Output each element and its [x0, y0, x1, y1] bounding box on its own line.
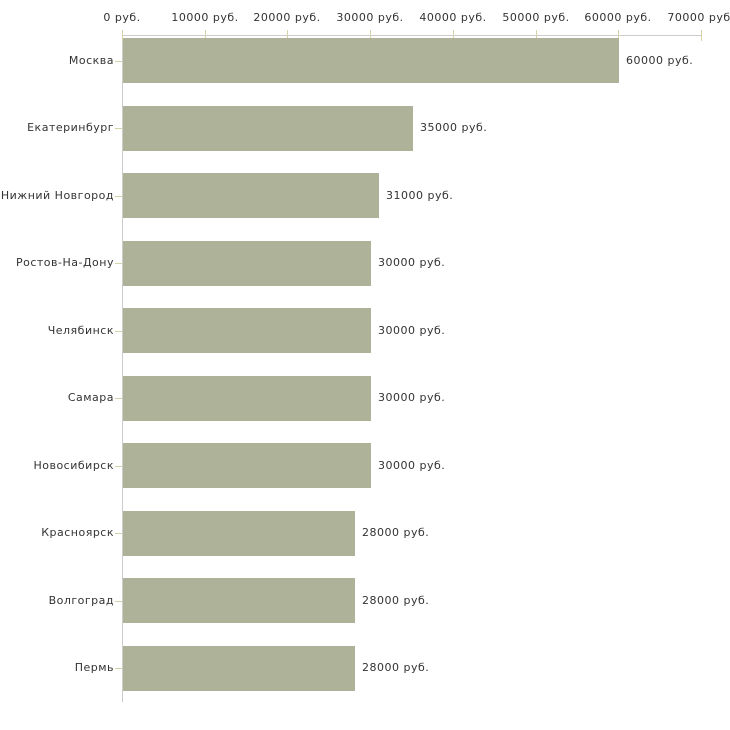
bar: [123, 646, 355, 691]
x-tick-mark: [122, 30, 123, 41]
y-tick-mark: [115, 331, 122, 332]
x-axis-tick-label: 70000 руб.: [667, 11, 730, 24]
category-label: Пермь: [74, 661, 114, 674]
category-label: Волгоград: [48, 594, 114, 607]
bar: [123, 443, 371, 488]
x-tick-mark: [205, 30, 206, 41]
category-label: Самара: [67, 391, 114, 404]
category-label: Ростов-На-Дону: [15, 256, 114, 269]
category-label: Екатеринбург: [27, 121, 114, 134]
value-label: 35000 руб.: [420, 121, 488, 134]
x-axis-tick-label: 10000 руб.: [171, 11, 239, 24]
value-label: 28000 руб.: [362, 661, 430, 674]
bar: [123, 241, 371, 286]
y-tick-mark: [115, 398, 122, 399]
x-axis-tick-label: 30000 руб.: [336, 11, 404, 24]
y-tick-mark: [115, 61, 122, 62]
category-label: Нижний Новгород: [0, 189, 114, 202]
x-tick-mark: [453, 30, 454, 41]
value-label: 28000 руб.: [362, 594, 430, 607]
y-tick-mark: [115, 601, 122, 602]
bar: [123, 173, 379, 218]
x-axis-tick-label: 40000 руб.: [419, 11, 487, 24]
x-tick-mark: [618, 30, 619, 41]
category-label: Челябинск: [47, 324, 114, 337]
value-label: 30000 руб.: [378, 459, 446, 472]
value-label: 30000 руб.: [378, 324, 446, 337]
category-label: Новосибирск: [33, 459, 114, 472]
y-tick-mark: [115, 668, 122, 669]
y-tick-mark: [115, 196, 122, 197]
bar: [123, 308, 371, 353]
x-tick-mark: [536, 30, 537, 41]
x-axis-tick-label: 50000 руб.: [502, 11, 570, 24]
y-axis-line: [122, 35, 123, 702]
x-tick-mark: [370, 30, 371, 41]
y-tick-mark: [115, 263, 122, 264]
value-label: 60000 руб.: [626, 54, 694, 67]
x-axis-line: [122, 35, 702, 36]
category-label: Красноярск: [41, 526, 114, 539]
bar: [123, 38, 619, 83]
bar: [123, 106, 413, 151]
y-tick-mark: [115, 128, 122, 129]
x-axis-tick-label: 20000 руб.: [253, 11, 321, 24]
bar: [123, 376, 371, 421]
bar: [123, 578, 355, 623]
value-label: 28000 руб.: [362, 526, 430, 539]
x-axis-tick-label: 0 руб.: [103, 11, 141, 24]
value-label: 30000 руб.: [378, 391, 446, 404]
value-label: 30000 руб.: [378, 256, 446, 269]
y-tick-mark: [115, 466, 122, 467]
category-label: Москва: [68, 54, 114, 67]
x-axis-tick-label: 60000 руб.: [584, 11, 652, 24]
x-tick-mark: [287, 30, 288, 41]
value-label: 31000 руб.: [386, 189, 454, 202]
y-tick-mark: [115, 533, 122, 534]
bar: [123, 511, 355, 556]
x-tick-mark: [701, 30, 702, 41]
